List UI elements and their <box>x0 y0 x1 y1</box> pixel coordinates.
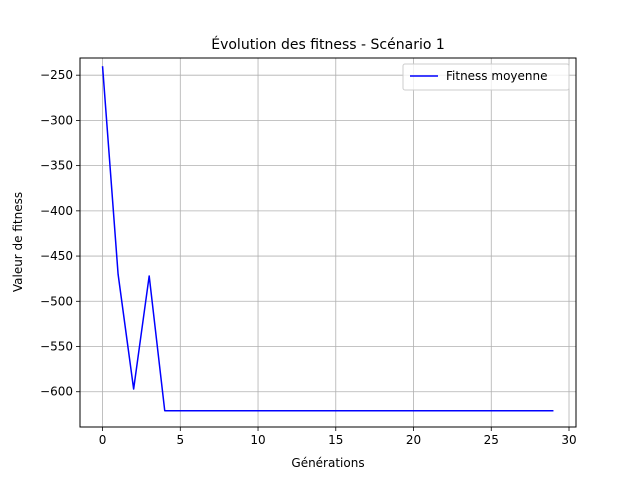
data-point <box>444 410 446 412</box>
y-tick-label: −300 <box>40 113 73 127</box>
y-tick-label: −450 <box>40 249 73 263</box>
x-tick-label: 5 <box>176 433 184 447</box>
legend-box <box>402 63 570 91</box>
data-point <box>553 410 555 412</box>
data-point <box>164 410 166 412</box>
x-tick-label: 0 <box>99 433 107 447</box>
data-point <box>319 410 321 412</box>
data-point <box>133 388 135 390</box>
data-point <box>459 410 461 412</box>
x-tick-label: 10 <box>250 433 265 447</box>
x-tick-label: 30 <box>561 433 576 447</box>
data-point <box>490 410 492 412</box>
data-point <box>211 410 213 412</box>
data-point <box>195 410 197 412</box>
data-point <box>288 410 290 412</box>
legend-label-fitness-moyenne: Fitness moyenne <box>446 69 547 83</box>
data-point <box>413 410 415 412</box>
data-point <box>179 410 181 412</box>
data-point <box>537 410 539 412</box>
data-point <box>428 410 430 412</box>
data-point <box>522 410 524 412</box>
x-tick-label: 25 <box>484 433 499 447</box>
data-point <box>506 410 508 412</box>
grid-lines <box>80 58 576 427</box>
data-point <box>397 410 399 412</box>
x-tick-label: 20 <box>406 433 421 447</box>
y-tick-label: −550 <box>40 340 73 354</box>
data-point <box>475 410 477 412</box>
data-point <box>257 410 259 412</box>
y-tick-label: −400 <box>40 204 73 218</box>
y-axis-title: Valeur de fitness <box>11 192 25 292</box>
data-point <box>335 410 337 412</box>
data-point <box>304 410 306 412</box>
data-point <box>273 410 275 412</box>
data-point <box>366 410 368 412</box>
data-point <box>242 410 244 412</box>
plot-frame <box>79 57 577 428</box>
data-point <box>382 410 384 412</box>
x-axis: 0 5 10 15 20 25 30 <box>99 427 577 447</box>
chart-title: Évolution des fitness - Scénario 1 <box>211 36 445 53</box>
series-layer <box>101 65 555 412</box>
y-tick-label: −350 <box>40 159 73 173</box>
x-axis-title: Générations <box>291 456 364 470</box>
data-point <box>148 275 150 277</box>
y-tick-label: −600 <box>40 385 73 399</box>
legend: Fitness moyenne <box>402 63 570 91</box>
y-axis: −250 −300 −350 −400 −450 −500 −550 −600 <box>40 68 80 399</box>
data-point <box>117 273 119 275</box>
data-point <box>102 65 104 67</box>
series-line-fitness-moyenne <box>101 66 554 412</box>
y-tick-label: −500 <box>40 294 73 308</box>
y-tick-label: −250 <box>40 68 73 82</box>
data-point <box>351 410 353 412</box>
x-tick-label: 15 <box>328 433 343 447</box>
data-point <box>226 410 228 412</box>
